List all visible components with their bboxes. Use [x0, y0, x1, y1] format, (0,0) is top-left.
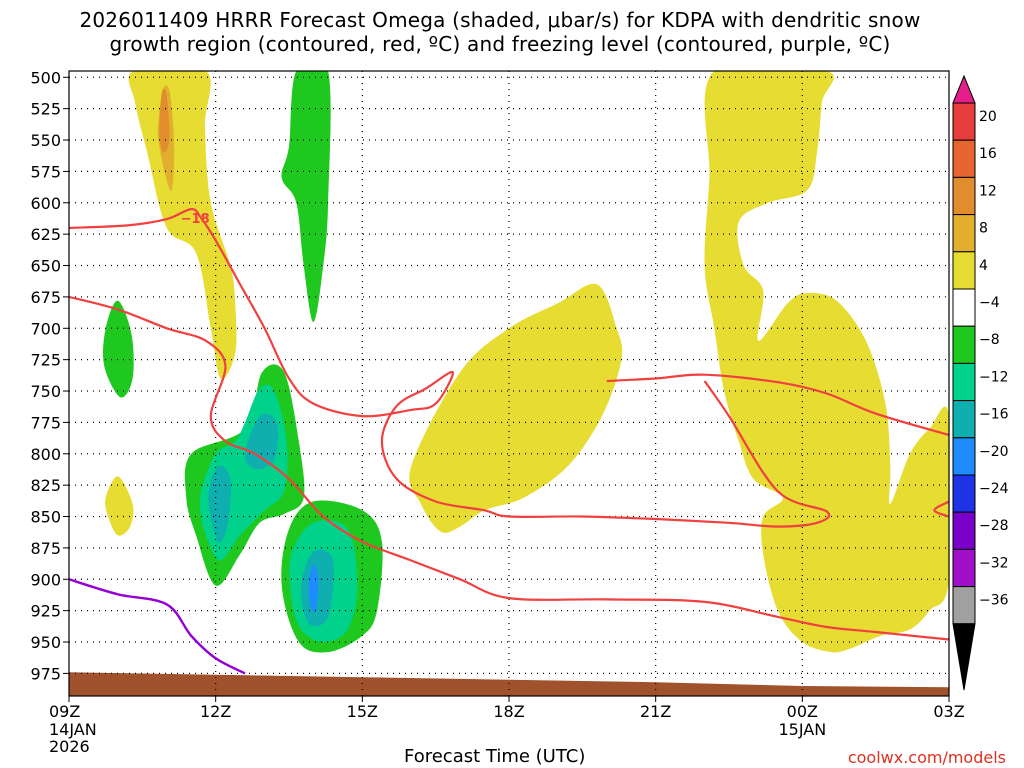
- y-tick-label-975: 975: [30, 664, 61, 683]
- colorbar-band-8: [952, 400, 976, 439]
- colorbar-band-2: [952, 176, 976, 216]
- freezing-level-contour: [69, 578, 246, 675]
- x-axis-title: Forecast Time (UTC): [404, 746, 586, 767]
- colorbar-band-3: [952, 214, 976, 253]
- colorbar-band-11: [952, 511, 976, 550]
- colorbar-bottom-arrow: [952, 623, 976, 691]
- x-tick-sublabel-14JAN: 14JAN: [49, 720, 97, 739]
- colorbar-label-11: −28: [979, 518, 1009, 534]
- omega-region-4-14: [409, 283, 623, 533]
- colorbar-label-8: −16: [979, 407, 1009, 423]
- y-tick-label-600: 600: [30, 194, 61, 213]
- colorbar-band-6: [952, 325, 976, 364]
- dgz-contour-3: [933, 500, 949, 518]
- colorbar-band-5: [952, 288, 976, 327]
- dgz-contour-2: [606, 373, 949, 437]
- y-tick-label-775: 775: [30, 413, 61, 432]
- chart-title: 2026011409 HRRR Forecast Omega (shaded, …: [0, 8, 1000, 56]
- omega-region-4-5: [105, 476, 134, 536]
- y-tick-label-500: 500: [30, 68, 61, 87]
- omega-colorbar: 20 16 12 8 4 −4 −8 −12 −16 −20 −24 −28 −32 −36: [952, 74, 1009, 691]
- y-tick-label-800: 800: [30, 445, 61, 464]
- y-tick-label-925: 925: [30, 602, 61, 621]
- colorbar-band-1: [952, 139, 976, 178]
- x-tick-label-15Z: 15Z: [347, 702, 378, 721]
- y-tick-label-750: 750: [30, 382, 61, 401]
- colorbar-label-10: −24: [979, 481, 1009, 497]
- terrain-shading: [69, 672, 949, 696]
- colorbar-band-7: [952, 362, 976, 402]
- colorbar-label-6: −8: [979, 332, 1000, 348]
- y-tick-label-825: 825: [30, 476, 61, 495]
- colorbar-band-13: [952, 586, 976, 625]
- dgz-contour-1: [69, 295, 949, 641]
- y-tick-label-875: 875: [30, 539, 61, 558]
- grid-layer: [69, 71, 949, 696]
- y-tick-label-525: 525: [30, 100, 61, 119]
- contour-layer: −18: [69, 208, 949, 675]
- colorbar-label-12: −32: [979, 555, 1009, 571]
- y-tick-label-675: 675: [30, 288, 61, 307]
- colorbar-band-0: [952, 102, 976, 141]
- colorbar-label-7: −12: [979, 369, 1009, 385]
- source-credit: coolwx.com/models: [847, 748, 1006, 767]
- pressure-axis: 500 525 550 575 600 625 650 675 700 725 750 775 800 8…: [30, 68, 69, 683]
- colorbar-label-5: −4: [979, 295, 1000, 311]
- colorbar-label-3: 8: [979, 221, 988, 237]
- x-tick-label-21Z: 21Z: [640, 702, 671, 721]
- colorbar-label-13: −36: [979, 593, 1009, 609]
- omega-region--12-11: [244, 413, 279, 470]
- dgz-contour-label: −18: [181, 212, 210, 227]
- omega-region--4-3: [281, 71, 331, 322]
- terrain-layer: [69, 672, 949, 696]
- colorbar-label-4: 4: [979, 258, 988, 274]
- x-tick-label-12Z: 12Z: [200, 702, 231, 721]
- omega-region-12-2: [159, 88, 170, 153]
- y-tick-label-900: 900: [30, 570, 61, 589]
- colorbar-label-1: 16: [979, 146, 997, 162]
- omega-region--16-13: [308, 564, 319, 613]
- omega-region-4-0: [128, 71, 237, 380]
- colorbar-label-9: −20: [979, 444, 1009, 460]
- chart-title-line-2: growth region (contoured, red, ºC) and f…: [109, 32, 891, 56]
- y-tick-label-725: 725: [30, 351, 61, 370]
- x-tick-label-09Z: 09Z: [49, 702, 80, 721]
- y-tick-label-625: 625: [30, 225, 61, 244]
- y-tick-label-700: 700: [30, 319, 61, 338]
- chart-title-line-1: 2026011409 HRRR Forecast Omega (shaded, …: [79, 8, 921, 32]
- dgz-contour-0: [69, 208, 831, 528]
- colorbar-band-4: [952, 251, 976, 290]
- x-tick-sublabel-2026: 2026: [49, 737, 90, 756]
- omega-region-4-15: [704, 71, 949, 653]
- x-tick-label-00Z: 00Z: [787, 702, 818, 721]
- y-tick-label-950: 950: [30, 633, 61, 652]
- y-tick-label-550: 550: [30, 131, 61, 150]
- omega-shading-layer: [103, 71, 949, 653]
- x-tick-sublabel-15JAN: 15JAN: [778, 720, 826, 739]
- x-tick-label-03Z: 03Z: [933, 702, 964, 721]
- colorbar-label-0: 20: [979, 109, 997, 125]
- colorbar-band-12: [952, 548, 976, 588]
- x-tick-label-18Z: 18Z: [493, 702, 524, 721]
- omega-region--4-4: [103, 300, 134, 398]
- colorbar-band-10: [952, 474, 976, 513]
- colorbar-label-2: 12: [979, 183, 997, 199]
- y-tick-label-575: 575: [30, 162, 61, 181]
- y-tick-label-850: 850: [30, 508, 61, 527]
- colorbar-top-arrow: [952, 74, 976, 104]
- y-tick-label-650: 650: [30, 257, 61, 276]
- colorbar-band-9: [952, 437, 976, 476]
